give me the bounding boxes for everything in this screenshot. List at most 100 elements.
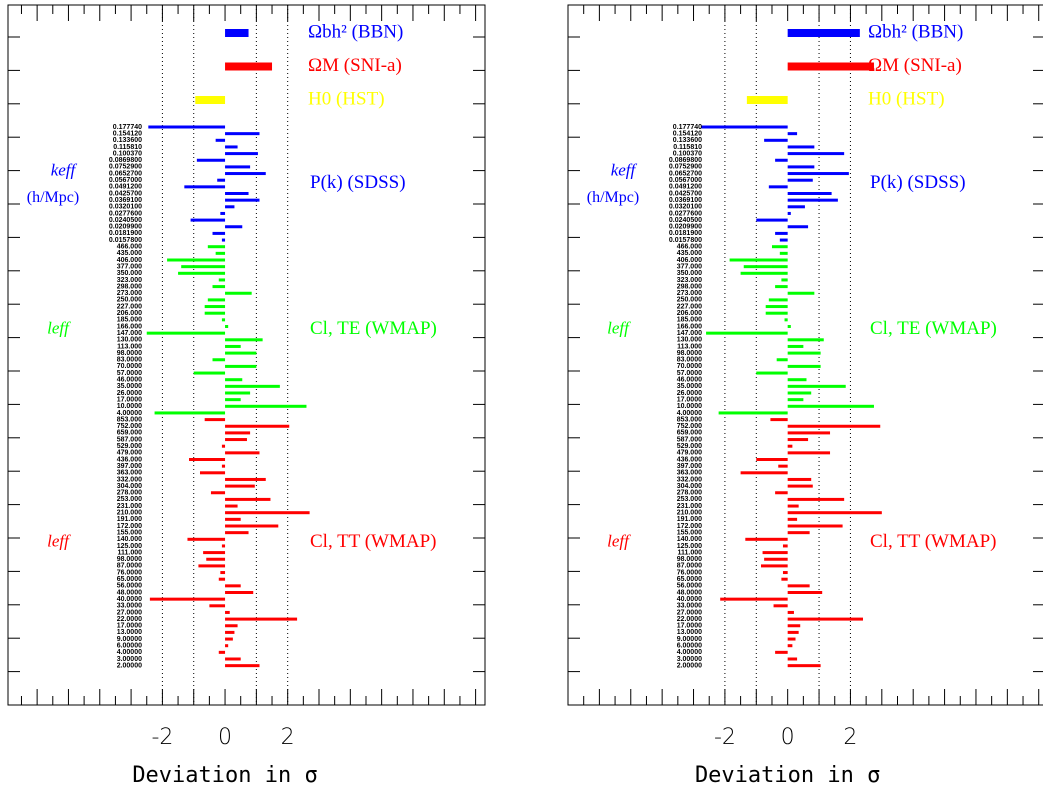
- bar: [178, 271, 226, 275]
- group-label: leff: [607, 532, 631, 551]
- bar: [225, 391, 251, 395]
- bar: [756, 458, 788, 461]
- category-label: 273.000: [117, 290, 142, 297]
- category-label: 166.000: [117, 323, 142, 330]
- bar: [762, 551, 788, 555]
- category-label: 113.000: [117, 343, 142, 350]
- category-label: 406.000: [117, 257, 142, 264]
- bar: [775, 650, 788, 654]
- category-label: 0.0491200: [669, 184, 702, 191]
- series-label: Ωbh² (BBN): [868, 21, 963, 42]
- bar: [781, 577, 788, 581]
- category-label: 83.0000: [677, 357, 702, 364]
- category-label: 87.0000: [677, 563, 702, 570]
- category-label: 0.100370: [673, 150, 702, 157]
- category-label: 253.000: [677, 496, 702, 503]
- category-label: 227.000: [117, 303, 142, 310]
- bar: [206, 557, 226, 561]
- category-label: 4.00000: [117, 649, 142, 656]
- category-label: 17.0000: [117, 396, 142, 403]
- series-label: Cl, TE (WMAP): [310, 318, 437, 339]
- category-label: 98.0000: [117, 556, 142, 563]
- bar: [225, 351, 257, 355]
- series-label: P(k) (SDSS): [870, 172, 966, 193]
- bar: [225, 484, 255, 488]
- bar: [740, 471, 788, 475]
- x-tick-label: 2: [843, 725, 857, 750]
- category-label: 0.0369100: [669, 197, 702, 204]
- bar: [225, 152, 258, 156]
- category-label: 0.0240500: [669, 217, 702, 224]
- category-label: 17.0000: [677, 623, 702, 630]
- category-label: 436.000: [677, 456, 702, 463]
- category-label: 397.000: [117, 463, 142, 470]
- category-label: 26.0000: [677, 390, 702, 397]
- bar: [225, 477, 266, 481]
- bar: [775, 285, 788, 289]
- bar: [203, 551, 226, 555]
- bar: [787, 384, 846, 388]
- bar: [771, 245, 788, 249]
- bar: [225, 378, 243, 382]
- category-label: 0.133600: [673, 137, 702, 144]
- frame: [7, 4, 486, 706]
- category-label: 111.000: [677, 549, 702, 556]
- category-label: 0.0425700: [109, 190, 142, 197]
- category-label: 210.000: [677, 510, 702, 517]
- category-label: 22.0000: [677, 616, 702, 623]
- category-label: 0.177740: [113, 124, 142, 131]
- group-label: leff: [47, 532, 71, 551]
- series-label: Cl, TE (WMAP): [870, 318, 997, 339]
- bar: [154, 411, 226, 415]
- bar: [225, 664, 260, 668]
- bar: [787, 591, 823, 594]
- bar: [225, 62, 273, 71]
- bar: [718, 411, 788, 415]
- bar: [740, 271, 788, 275]
- category-label: 70.0000: [117, 363, 142, 370]
- series-label: Cl, TT (WMAP): [310, 531, 437, 552]
- category-label: 435.000: [677, 250, 702, 257]
- bar: [784, 318, 788, 322]
- bar: [225, 431, 251, 435]
- bar: [775, 158, 788, 162]
- bar: [225, 291, 252, 295]
- bar: [787, 444, 793, 448]
- bar: [221, 318, 226, 322]
- category-label: 65.0000: [677, 576, 702, 583]
- bar: [225, 524, 279, 528]
- bar: [204, 418, 226, 422]
- bar: [225, 192, 249, 195]
- bar: [787, 62, 874, 71]
- bar: [787, 325, 791, 328]
- bar: [225, 132, 260, 136]
- category-label: 98.0000: [677, 556, 702, 563]
- category-label: 304.000: [677, 483, 702, 490]
- category-label: 48.0000: [677, 589, 702, 596]
- bar: [701, 125, 788, 129]
- bar: [782, 571, 788, 575]
- bar: [787, 145, 815, 149]
- category-label: 9.00000: [677, 636, 702, 643]
- bar: [787, 484, 813, 488]
- group-label: keff: [51, 160, 78, 179]
- category-label: 479.000: [677, 450, 702, 457]
- category-label: 65.0000: [117, 576, 142, 583]
- category-label: 155.000: [677, 529, 702, 536]
- bar: [787, 178, 813, 182]
- bar: [225, 624, 238, 628]
- category-label: 332.000: [677, 476, 702, 483]
- bar: [199, 471, 226, 475]
- bar: [225, 531, 249, 535]
- bar: [787, 438, 809, 442]
- category-label: 0.0209900: [669, 224, 702, 231]
- bar: [787, 664, 821, 668]
- category-label: 278.000: [117, 490, 142, 497]
- category-label: 0.0320100: [109, 204, 142, 211]
- bar: [225, 398, 241, 402]
- category-label: 479.000: [117, 450, 142, 457]
- bar: [787, 391, 812, 395]
- bar: [787, 630, 799, 634]
- bar: [775, 491, 788, 495]
